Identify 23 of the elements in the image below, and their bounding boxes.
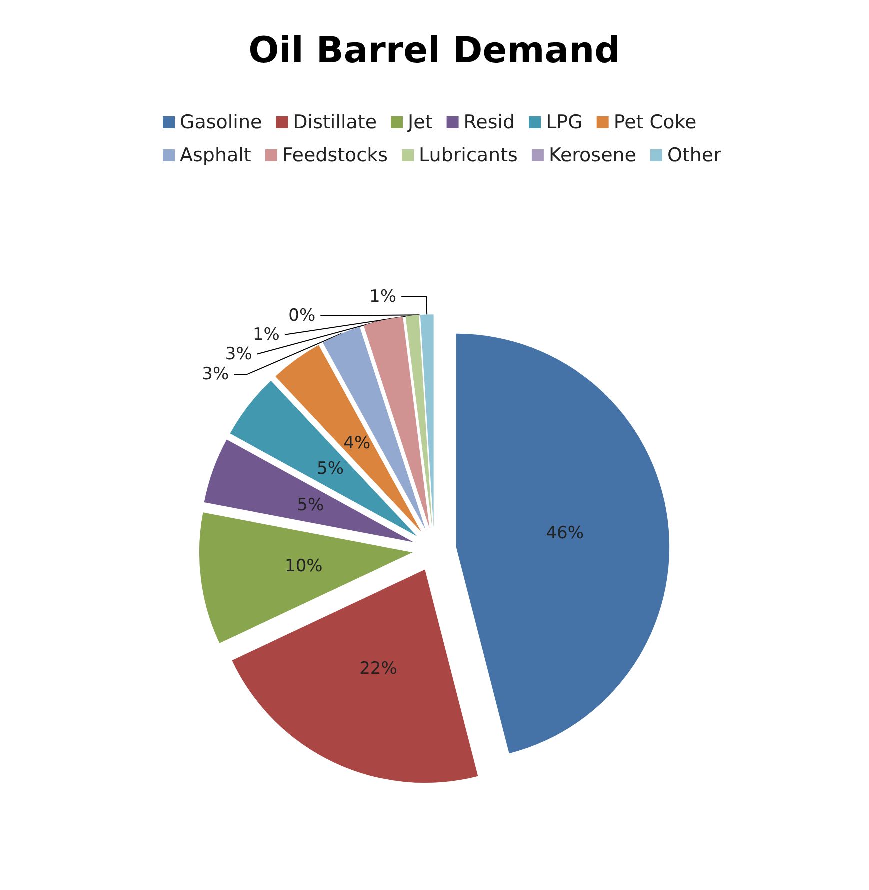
legend-label: Distillate [293,112,378,134]
chart-title: Oil Barrel Demand [248,30,620,72]
data-label: 5% [317,459,344,480]
data-label: 4% [344,433,371,454]
data-label: 46% [546,523,584,544]
legend-label: Gasoline [180,112,262,134]
legend-label: Jet [407,112,433,134]
legend-label: Resid [464,112,516,134]
text: 0% [288,306,316,326]
legend-label: Lubricants [419,144,518,166]
data-label: 10% [285,556,323,576]
data-label: 22% [360,658,398,679]
legend-label: Feedstocks [282,144,388,166]
data-label: 5% [297,495,324,516]
legend-label: Asphalt [180,144,252,166]
legend-label: Kerosene [548,144,636,166]
data-label: 3% [225,344,252,364]
data-label: 1% [370,286,397,307]
legend-label: Pet Coke [614,112,697,134]
legend-label: LPG [546,112,583,134]
legend-label: Other [667,144,722,166]
data-label: 1% [252,324,280,345]
data-label: 3% [202,364,230,385]
